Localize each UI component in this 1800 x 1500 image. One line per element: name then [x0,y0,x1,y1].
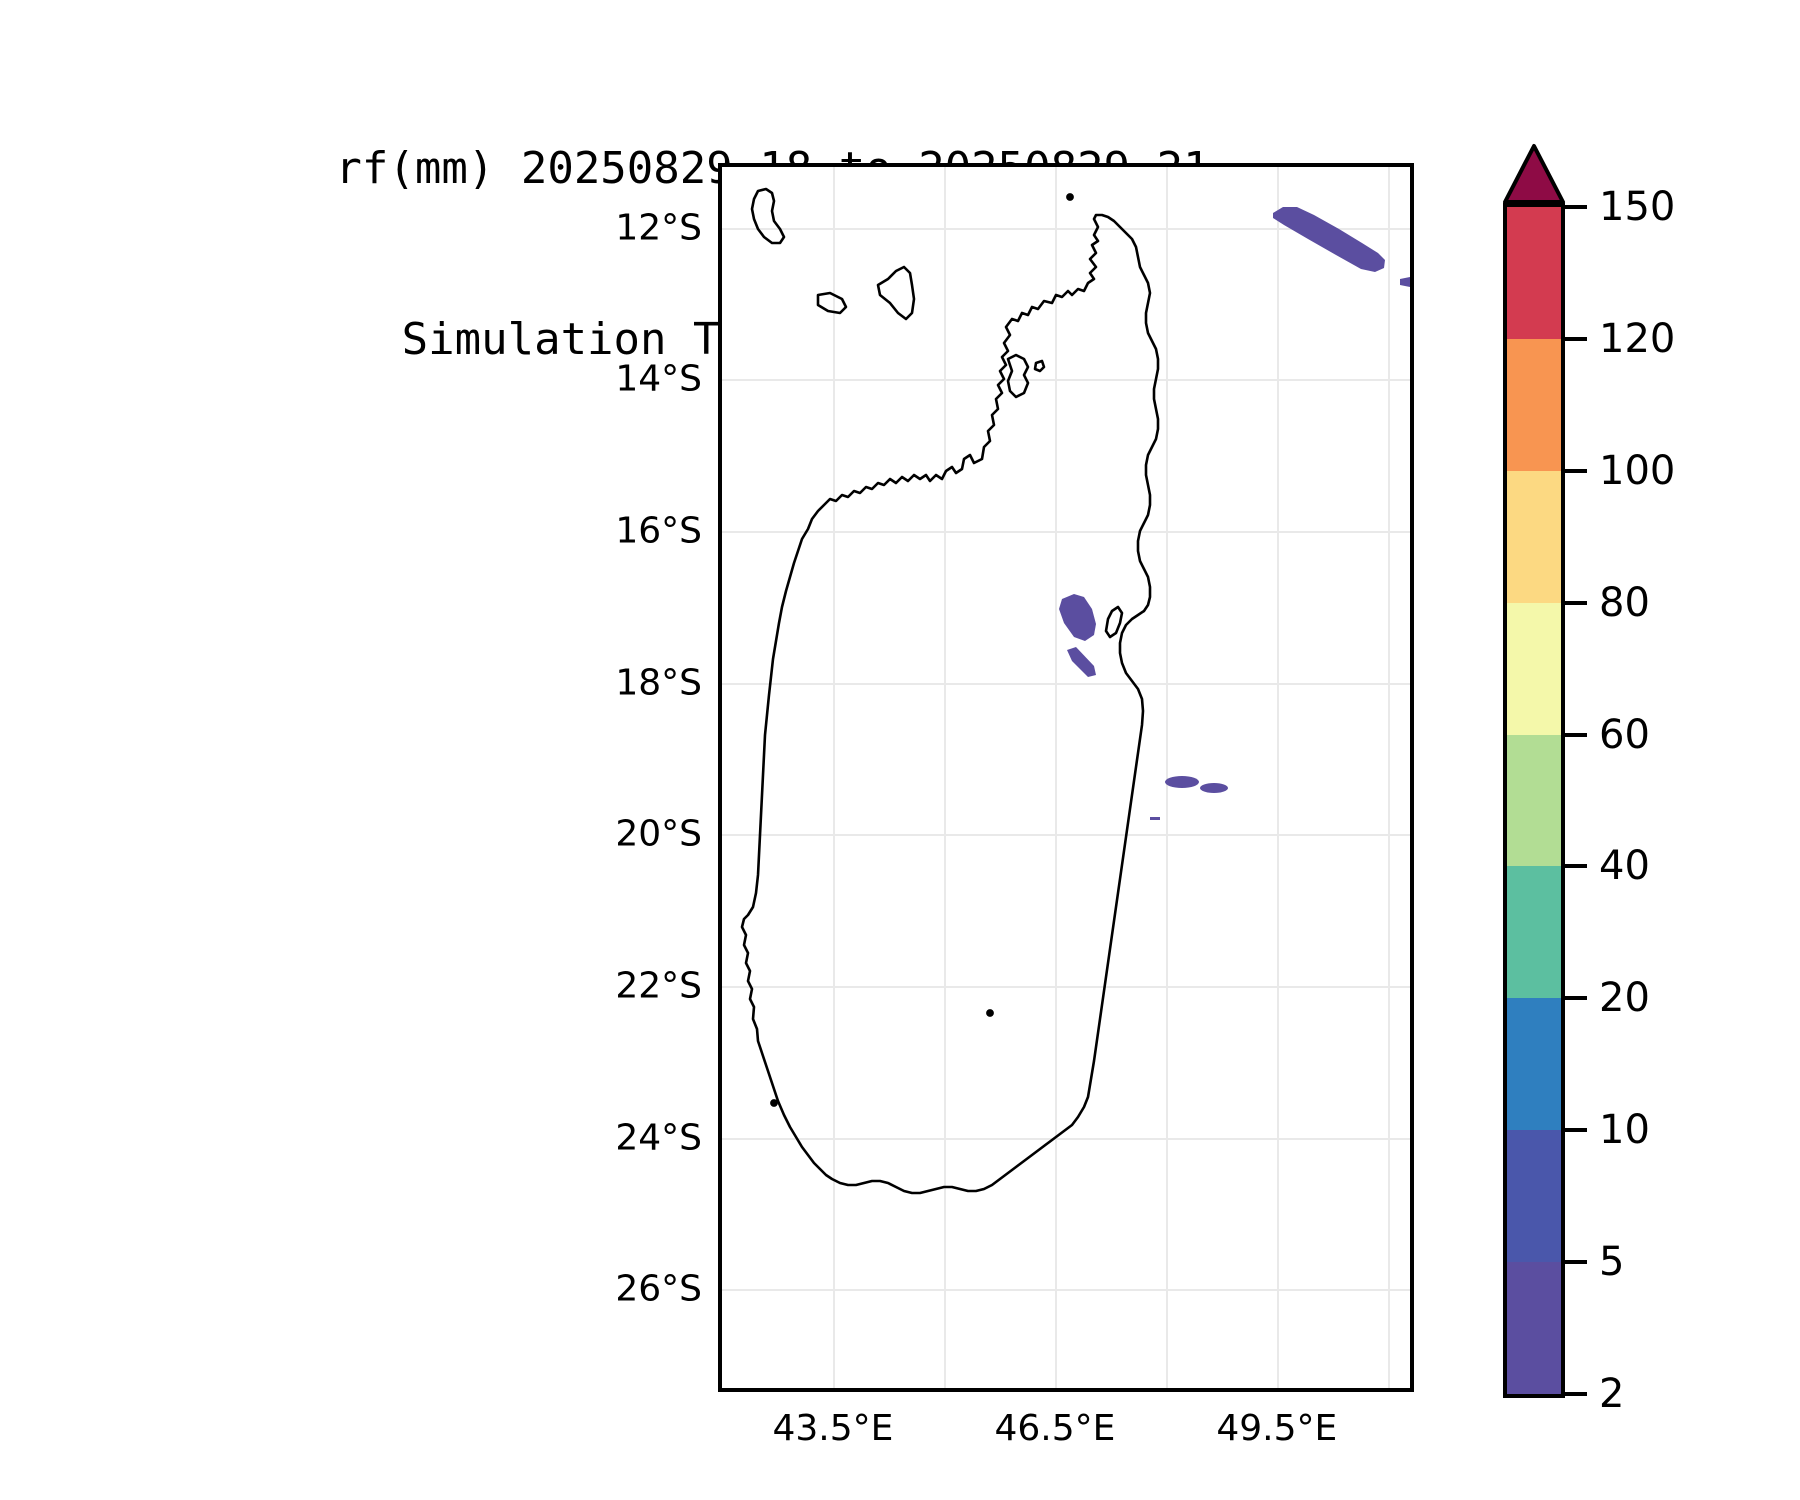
colorbar-tick-8 [1565,336,1587,341]
colorbar-band-6 [1507,470,1561,603]
rainfall-patch-island-2 [1200,783,1228,793]
map-canvas [722,167,1410,1388]
colorbar-band-7 [1507,338,1561,471]
island-mayotte-islet [1033,359,1046,373]
gridline-lat-0 [722,227,1410,230]
colorbar-band-0 [1507,1262,1561,1394]
island-dot-east [986,1009,994,1017]
colorbar-label-1: 5 [1599,1239,1625,1286]
y-tick-label-0: 12°S [615,207,702,249]
colorbar-tick-9 [1565,205,1587,209]
colorbar-band-5 [1507,602,1561,735]
rainfall-patch-island-1 [1165,776,1199,788]
colorbar-label-2: 10 [1599,1107,1650,1154]
island-moheli [816,291,848,315]
colorbar-tick-4 [1565,864,1587,869]
colorbar-label-9: 150 [1599,184,1676,230]
y-tick-label-2: 16°S [615,510,702,552]
colorbar-label-5: 60 [1599,711,1650,758]
y-tick-label-5: 22°S [615,965,702,1007]
madagascar-coastline [740,213,1160,1195]
island-mayotte [1006,353,1030,399]
rainfall-patch-northeast-sliver [1400,277,1410,287]
gridline-lon-0 [832,167,835,1388]
gridline-lat-4 [722,834,1410,837]
gridline-lon-3 [1165,167,1168,1388]
colorbar-band-3 [1507,866,1561,999]
y-tick-label-4: 20°S [615,813,702,855]
colorbar-over-arrow [1503,144,1565,204]
gridline-lat-5 [722,986,1410,989]
map-plot-area [718,163,1414,1392]
gridline-lon-2 [1054,167,1057,1388]
colorbar-label-4: 40 [1599,843,1650,890]
colorbar-label-6: 80 [1599,579,1650,626]
gridline-lat-6 [722,1137,1410,1140]
colorbar-band-8 [1507,207,1561,339]
island-sainte-marie [1104,605,1124,639]
gridline-lat-1 [722,379,1410,382]
y-tick-label-7: 26°S [615,1268,702,1310]
colorbar-tick-1 [1565,1260,1587,1265]
colorbar-band-4 [1507,734,1561,867]
gridline-lat-7 [722,1289,1410,1292]
colorbar-band-1 [1507,1130,1561,1263]
island-comoros-grande [750,187,786,245]
y-tick-label-6: 24°S [615,1117,702,1159]
gridline-lat-3 [722,682,1410,685]
colorbar-tick-7 [1565,468,1587,473]
island-dot-south [770,1099,778,1107]
island-dot-north [1066,193,1074,201]
x-tick-label-0: 43.5°E [772,1408,894,1449]
gridline-lon-5 [1387,167,1390,1388]
madagascar-map [740,187,1410,1195]
colorbar-tick-2 [1565,1128,1587,1133]
x-tick-label-1: 46.5°E [994,1408,1116,1449]
rainfall-shading [1059,207,1410,820]
colorbar-label-3: 20 [1599,975,1650,1022]
colorbar-bands [1503,203,1565,1398]
colorbar-tick-0 [1565,1392,1587,1396]
rainfall-patch-island-3 [1150,817,1160,820]
rainfall-patch-northeast [1273,207,1385,272]
colorbar-tick-5 [1565,732,1587,737]
colorbar-tick-3 [1565,996,1587,1001]
gridline-lat-2 [722,531,1410,534]
y-tick-label-3: 18°S [615,662,702,704]
rainfall-patch-east-coast-tail [1067,647,1096,677]
coastlines [740,187,1160,1195]
y-tick-label-1: 14°S [615,358,702,400]
colorbar-band-2 [1507,998,1561,1131]
colorbar: 2 5 10 20 40 60 80 100 120 150 [1503,144,1675,1417]
gridline-lon-4 [1276,167,1279,1388]
colorbar-label-0: 2 [1599,1371,1625,1417]
colorbar-tick-6 [1565,600,1587,605]
x-tick-label-2: 49.5°E [1216,1408,1338,1449]
rainfall-patch-east-coast [1059,594,1096,641]
colorbar-label-7: 100 [1599,447,1676,494]
island-anjouan [876,265,916,321]
colorbar-label-8: 120 [1599,315,1676,362]
gridline-lon-1 [943,167,946,1388]
